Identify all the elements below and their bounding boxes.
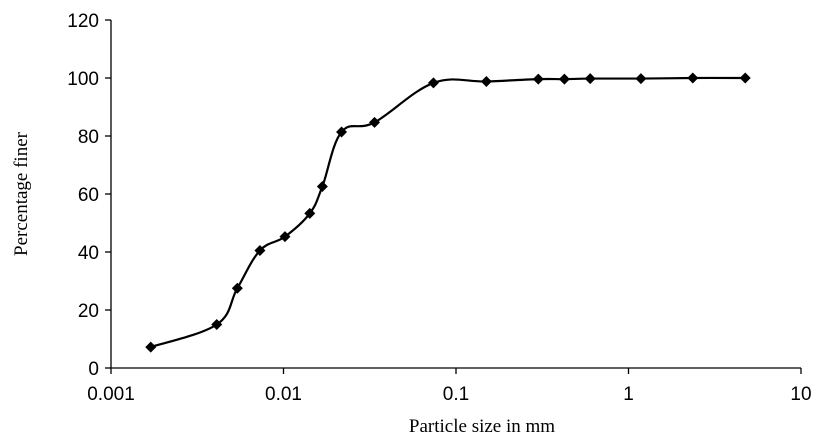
x-tick-label: 0.01 — [265, 384, 302, 405]
data-point-marker — [427, 77, 439, 89]
data-point-marker — [532, 73, 544, 85]
data-point-marker — [739, 72, 751, 84]
x-tick-label: 10 — [790, 384, 811, 405]
data-point-marker — [558, 73, 570, 85]
x-tick-label: 0.001 — [87, 384, 135, 405]
data-point-marker — [316, 180, 328, 192]
data-point-marker — [635, 73, 647, 85]
y-tick-label: 40 — [78, 243, 99, 264]
data-point-marker — [304, 207, 316, 219]
series-line — [150, 76, 746, 349]
data-point-marker — [369, 116, 381, 128]
y-tick-label: 60 — [78, 185, 99, 206]
markers — [145, 72, 751, 353]
data-point-marker — [211, 319, 223, 330]
data-point-marker — [480, 75, 492, 87]
data-point-marker — [336, 126, 348, 138]
y-tick-label: 120 — [67, 11, 99, 32]
y-tick-label: 20 — [78, 301, 99, 322]
y-axis-title: Percentage finer — [11, 131, 32, 256]
data-point-marker — [145, 341, 157, 353]
x-tick-label: 1 — [623, 384, 634, 405]
y-tick-label: 100 — [67, 69, 99, 90]
x-tick-label: 0.1 — [443, 384, 469, 405]
x-axis-title: Particle size in mm — [409, 416, 555, 436]
y-tick-label: 0 — [88, 359, 99, 380]
data-point-marker — [279, 231, 291, 243]
ticks: 0 20 40 60 80 100 120 0.001 0.01 0.1 1 10 — [67, 11, 811, 405]
y-tick-label: 80 — [78, 127, 99, 148]
data-point-marker — [584, 73, 596, 85]
data-point-marker — [231, 282, 243, 294]
data-point-marker — [687, 72, 699, 84]
data-point-marker — [254, 245, 266, 257]
